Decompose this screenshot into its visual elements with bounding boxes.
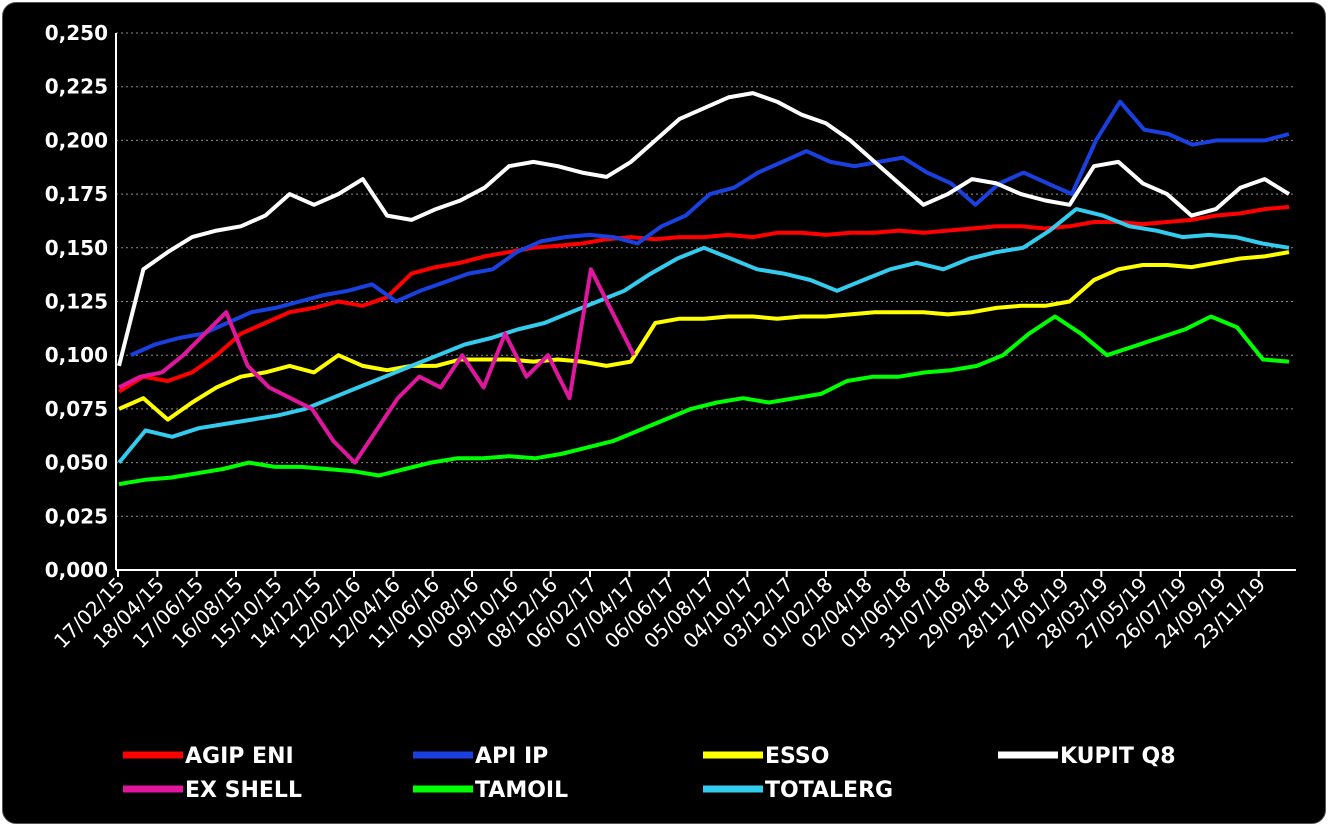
series-line-tamoil [118, 314, 1290, 487]
grid [116, 32, 1296, 517]
legend-item: TAMOIL [413, 778, 568, 803]
y-tick-label: 0,125 [45, 290, 108, 314]
legend-item: TOTALERG [703, 778, 893, 803]
legend-item: ESSO [703, 744, 829, 769]
legend-item: API IP [413, 744, 548, 769]
y-tick-label: 0,000 [45, 558, 108, 582]
legend-item: KUPIT Q8 [998, 744, 1176, 769]
y-tick-label: 0,050 [45, 451, 108, 475]
series-line-agip-eni [117, 205, 1290, 394]
series-line-totalerg [117, 207, 1290, 464]
y-tick-label: 0,075 [45, 397, 108, 421]
series-line-api-ip [129, 99, 1290, 358]
legend-label: EX SHELL [185, 778, 302, 803]
series-line-kupit-q8 [117, 91, 1291, 367]
legend-item: EX SHELL [123, 778, 302, 803]
y-tick-label: 0,225 [45, 75, 108, 99]
legend-label: API IP [475, 744, 548, 769]
y-tick-label: 0,025 [45, 504, 108, 528]
line-chart: 0,000 0,025 0,050 0,075 0,100 0,125 0,150 0,175… [45, 21, 1296, 803]
legend-label: AGIP ENI [185, 744, 294, 769]
series-line-ex-shell [118, 267, 636, 465]
series-lines [117, 91, 1291, 487]
legend-label: TAMOIL [475, 778, 568, 803]
legend-label: KUPIT Q8 [1060, 744, 1176, 769]
y-tick-label: 0,150 [45, 236, 108, 260]
y-tick-label: 0,200 [45, 128, 108, 152]
y-tick-label: 0,250 [45, 21, 108, 45]
axes: 0,000 0,025 0,050 0,075 0,100 0,125 0,150 0,175… [45, 21, 1296, 653]
series-line-esso [118, 250, 1290, 422]
legend-label: TOTALERG [765, 778, 893, 803]
y-tick-label: 0,175 [45, 182, 108, 206]
legend-item: AGIP ENI [123, 744, 294, 769]
legend: AGIP ENI API IP ESSO KUPIT Q8 EX SHELL TAMOIL… [123, 744, 1176, 803]
legend-label: ESSO [765, 744, 829, 769]
y-tick-label: 0,100 [45, 343, 108, 367]
